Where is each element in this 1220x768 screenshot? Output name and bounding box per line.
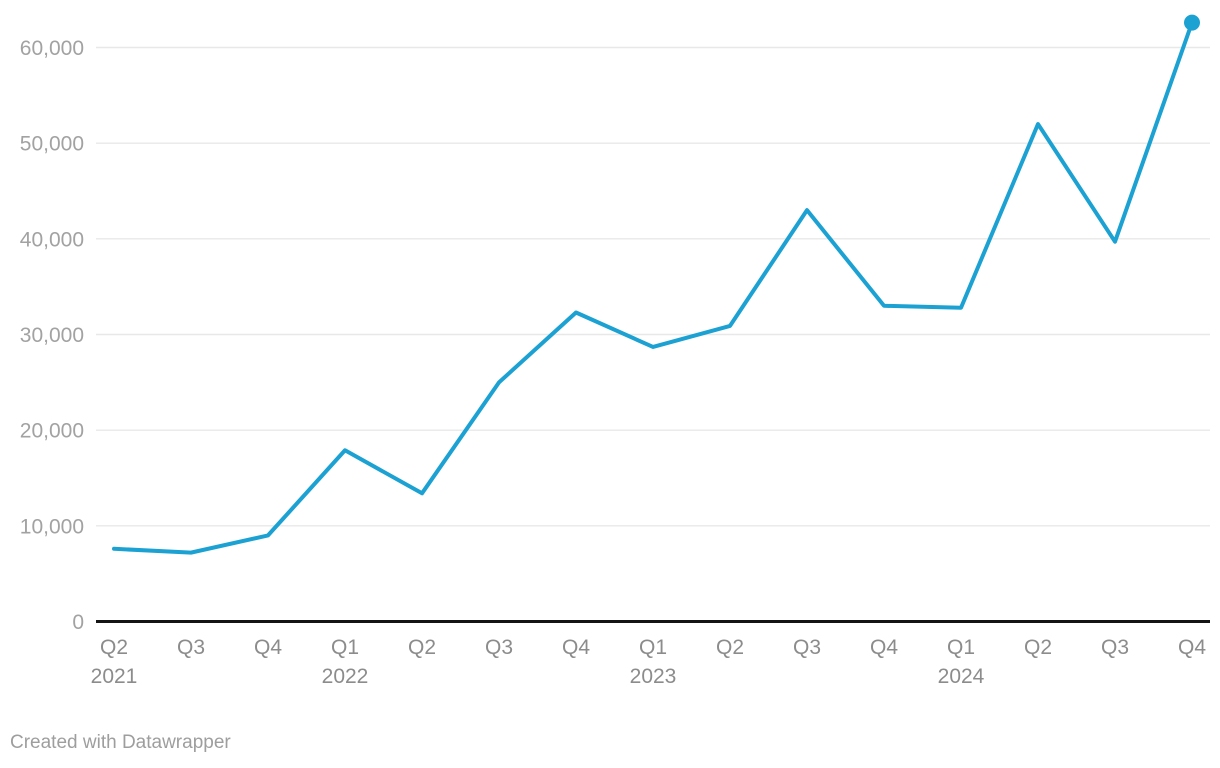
x-tick-label: Q1 <box>639 636 667 659</box>
x-tick-label: Q3 <box>1101 636 1129 659</box>
x-tick-label: Q3 <box>177 636 205 659</box>
x-tick-label: Q4 <box>1178 636 1206 659</box>
x-tick-label: Q4 <box>254 636 282 659</box>
y-tick-label: 40,000 <box>20 228 84 251</box>
x-tick-label: Q1 <box>331 636 359 659</box>
x-tick-label: Q2 <box>100 636 128 659</box>
x-tick-label: Q3 <box>793 636 821 659</box>
x-tick-label: Q1 <box>947 636 975 659</box>
y-tick-label: 0 <box>72 611 84 634</box>
y-tick-label: 30,000 <box>20 324 84 347</box>
x-tick-label: Q2 <box>716 636 744 659</box>
x-year-label: 2024 <box>938 665 985 688</box>
y-tick-label: 50,000 <box>20 133 84 156</box>
x-year-label: 2023 <box>630 665 677 688</box>
datawrapper-credit: Created with Datawrapper <box>10 732 231 753</box>
x-tick-label: Q4 <box>870 636 898 659</box>
line-chart-svg: 0 10,000 20,000 30,000 40,000 50,000 60,000 Q2 Q… <box>20 14 1210 688</box>
x-year-label: 2021 <box>91 665 138 688</box>
x-year-label: 2022 <box>322 665 369 688</box>
y-tick-label: 10,000 <box>20 515 84 538</box>
x-tick-label: Q2 <box>1024 636 1052 659</box>
x-tick-label: Q3 <box>485 636 513 659</box>
y-tick-label: 60,000 <box>20 37 84 60</box>
x-tick-label: Q2 <box>408 636 436 659</box>
last-point-marker <box>1184 14 1200 31</box>
x-tick-label: Q4 <box>562 636 590 659</box>
line-series-path <box>112 20 1194 555</box>
y-tick-label: 20,000 <box>20 420 84 443</box>
